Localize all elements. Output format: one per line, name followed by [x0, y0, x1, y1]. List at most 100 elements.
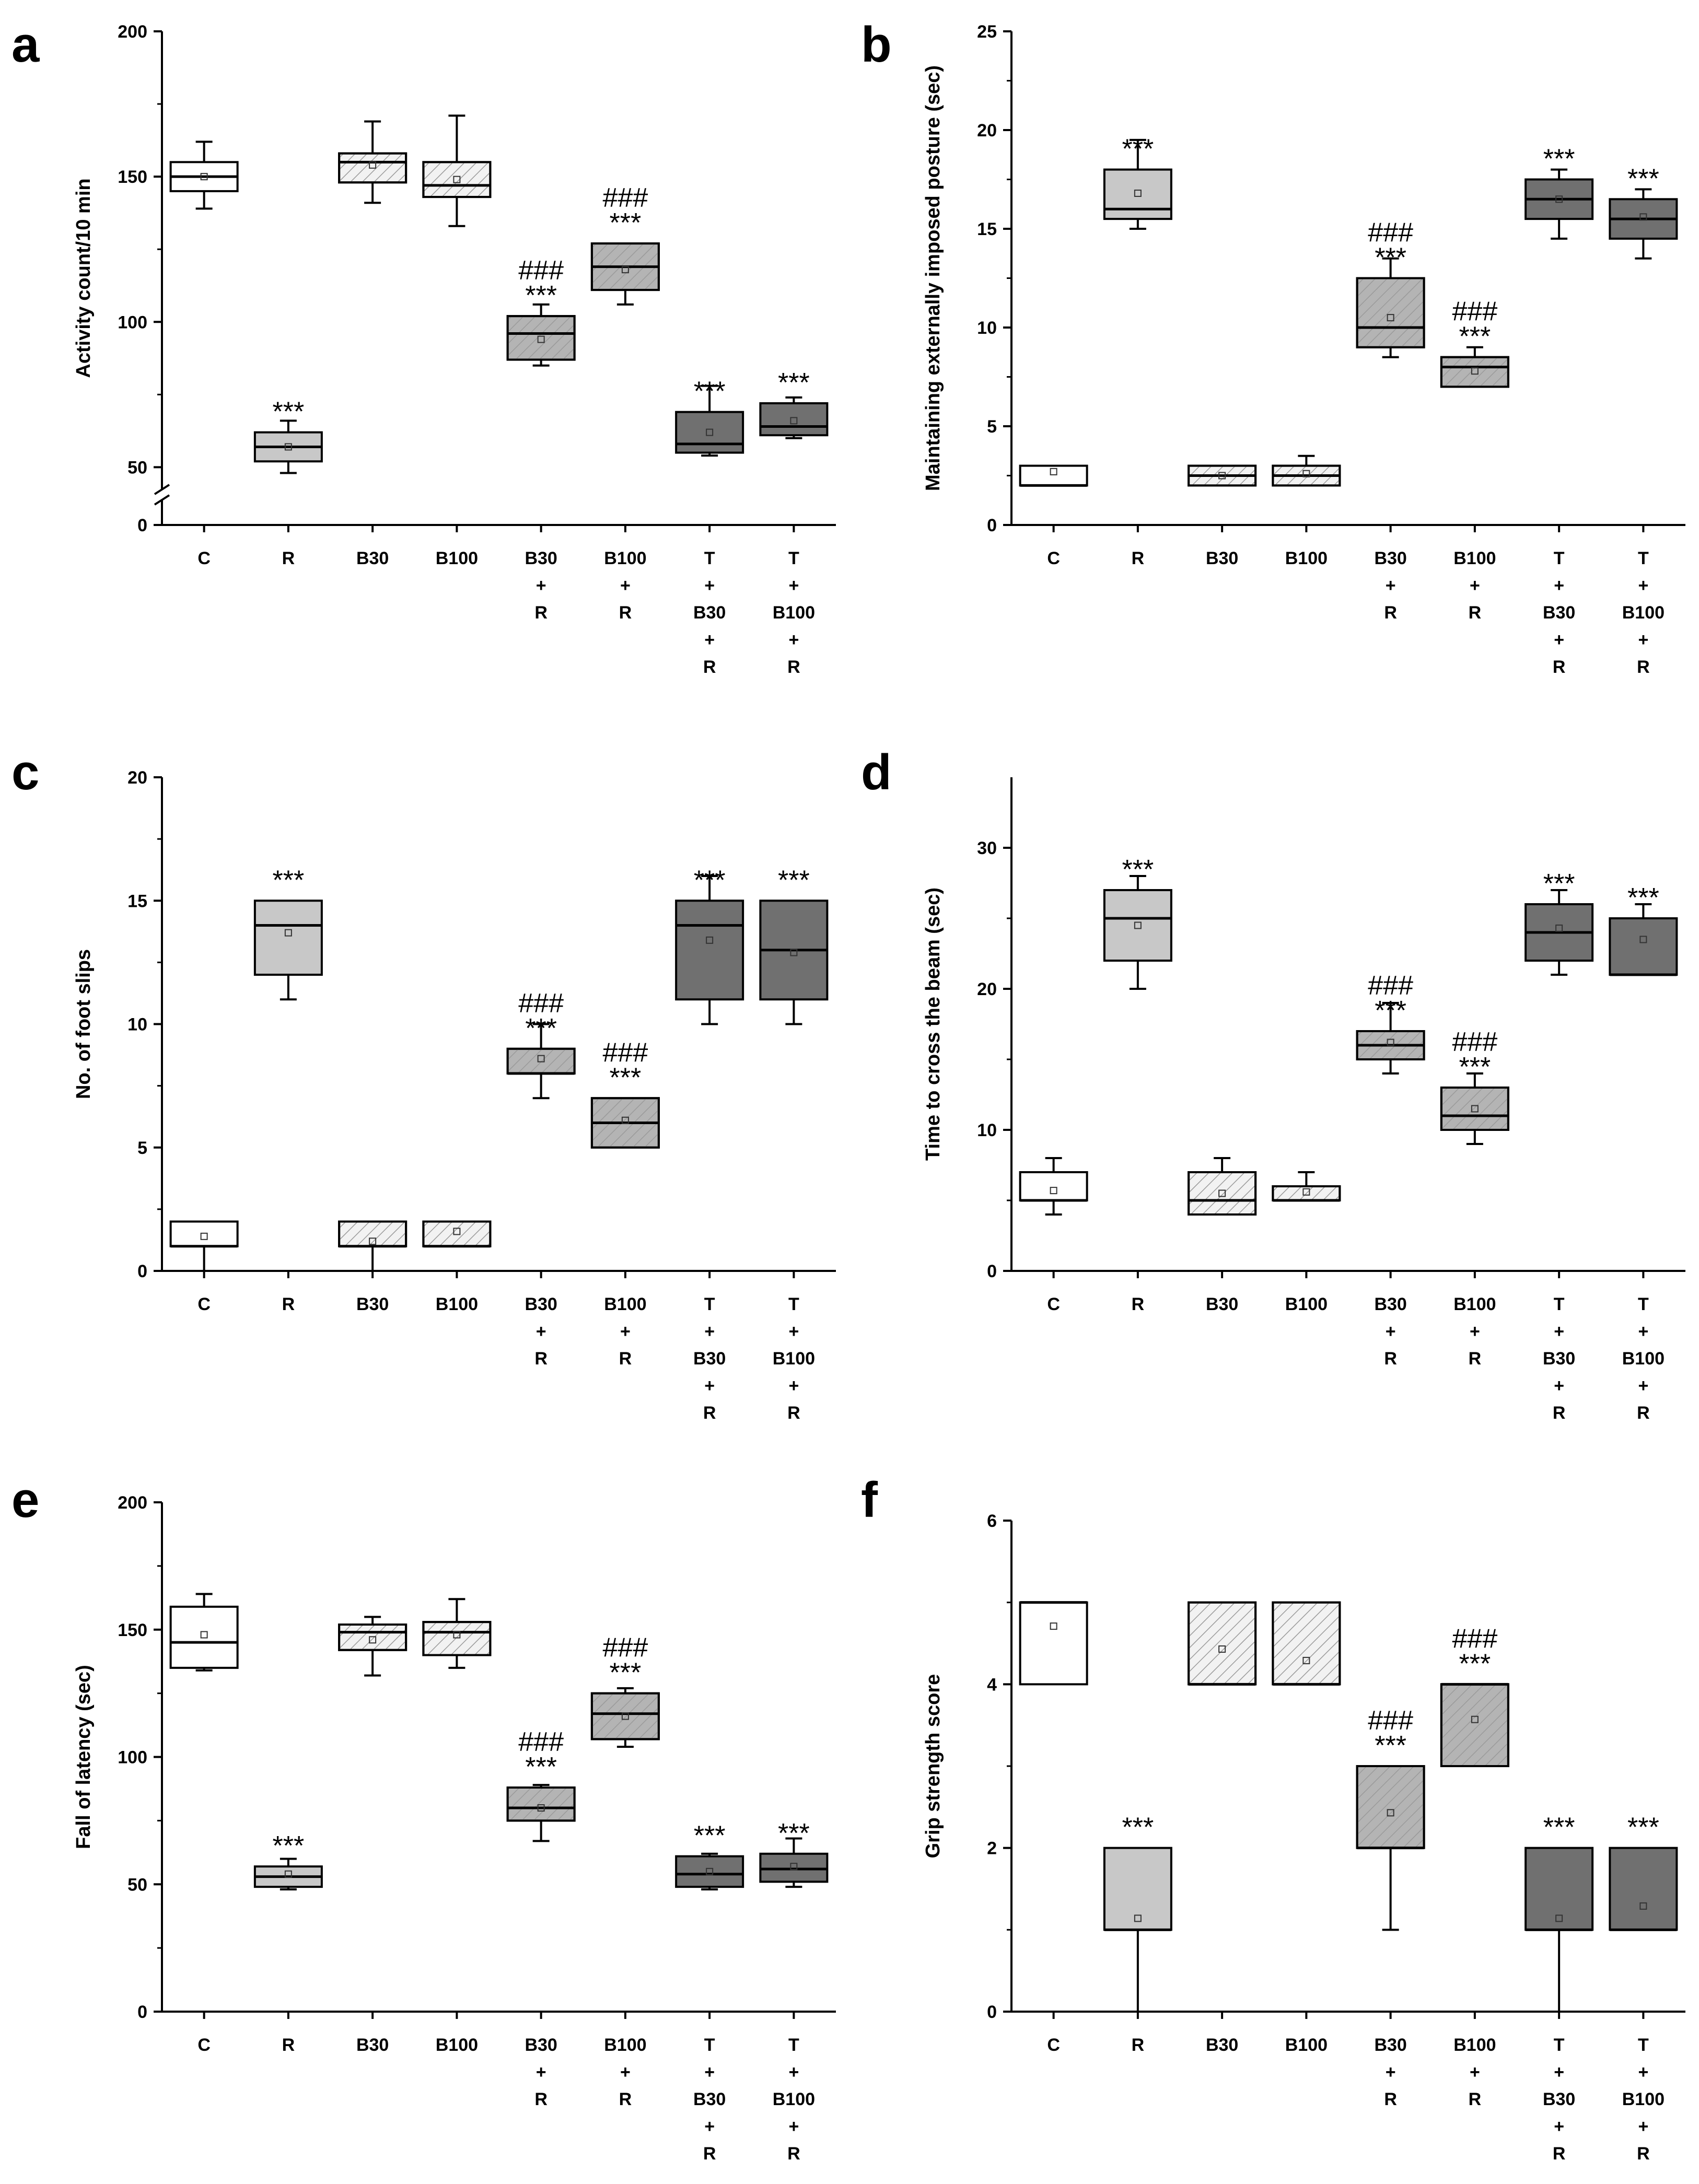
category-label-line: R: [1132, 1294, 1145, 1314]
mean-marker: [1302, 1656, 1310, 1664]
category-label: B100 + R: [604, 1294, 646, 1369]
mean-marker: [1471, 1105, 1479, 1113]
significance-label: ### ***: [518, 1727, 564, 1782]
significance-line: ***: [778, 865, 810, 895]
box-group: [1356, 1765, 1425, 1931]
category-label-line: R: [703, 2144, 716, 2164]
box-group: [1609, 1847, 1678, 1931]
category-label: B30: [356, 1294, 389, 1314]
box-group: [422, 1598, 492, 1669]
significance-label: ***: [273, 865, 305, 895]
category-label-line: B100: [1285, 548, 1328, 568]
category-label-line: B100: [1622, 603, 1665, 623]
box-body: [1103, 168, 1172, 220]
category-label-line: R: [1637, 1403, 1650, 1423]
significance-line: ###: [1368, 1706, 1413, 1736]
mean-marker: [1218, 1189, 1226, 1197]
category-label: B100: [436, 1294, 478, 1314]
box-body: [169, 1605, 239, 1669]
box-body: [1019, 1601, 1088, 1686]
box-group: [1609, 903, 1678, 976]
box-body: [1609, 1847, 1678, 1931]
box-group: [675, 1852, 744, 1890]
category-label: B100: [1285, 2035, 1328, 2055]
category-label: B100: [436, 2035, 478, 2055]
category-label-line: R: [534, 603, 548, 623]
category-label-line: +: [1638, 1322, 1648, 1341]
category-label-line: R: [787, 1403, 800, 1423]
box-group: [1272, 1171, 1341, 1202]
category-label-line: B100: [1622, 2089, 1665, 2109]
box-body: [675, 1855, 744, 1888]
mean-marker: [1050, 468, 1057, 475]
category-label-line: R: [1132, 2035, 1145, 2055]
y-tick-label: 0: [987, 2002, 997, 2022]
chart-e: e 0 50 100 150 200 Fall of latency (sec) C R *** B…: [11, 1472, 836, 2164]
box-body: [1019, 1171, 1088, 1201]
significance-line: ***: [1375, 243, 1406, 273]
category-label: T + B30 + R: [1543, 1294, 1575, 1423]
box-group: [422, 1220, 492, 1248]
category-label-line: T: [1638, 2035, 1649, 2055]
category-label-line: R: [619, 1349, 632, 1369]
y-axis-label: Time to cross the beam (sec): [922, 887, 944, 1161]
y-tick-label: 100: [118, 1748, 147, 1768]
mean-marker: [790, 949, 798, 956]
box-body: [169, 1220, 239, 1247]
category-label: T + B100 + R: [1622, 1294, 1665, 1423]
category-label-line: R: [1384, 603, 1397, 623]
mean-marker: [369, 1237, 377, 1245]
category-label-line: R: [534, 1349, 548, 1369]
category-label: T + B100 + R: [1622, 2035, 1665, 2164]
mean-marker: [706, 428, 714, 436]
significance-label: ***: [778, 1818, 810, 1849]
category-label-line: +: [704, 1376, 715, 1396]
category-label-line: B30: [1206, 2035, 1238, 2055]
significance-label: ***: [694, 377, 726, 407]
axis-break-mark: [154, 484, 170, 495]
panel-b: b 0 5 10 15 20 25 Maintaining externally impose…: [850, 0, 1699, 728]
significance-line: ***: [778, 1818, 810, 1849]
significance-line: ***: [610, 1062, 642, 1093]
category-label: B100: [1285, 1294, 1328, 1314]
y-axis-label: Fall of latency (sec): [73, 1665, 95, 1849]
mean-marker: [1050, 1187, 1057, 1195]
mean-marker: [284, 1870, 292, 1878]
significance-line: ###: [1452, 1624, 1497, 1654]
mean-marker: [706, 936, 714, 944]
category-label-line: B30: [525, 548, 557, 568]
box-group: [759, 900, 829, 1025]
category-label-line: B30: [356, 2035, 389, 2055]
mean-marker: [621, 266, 629, 274]
significance-label: ***: [1627, 163, 1659, 194]
category-label: B100: [1285, 548, 1328, 568]
box-body: [1103, 1847, 1172, 1931]
category-label: R: [282, 1294, 295, 1314]
box-hatch: [1188, 1171, 1257, 1216]
mean-marker: [200, 1232, 208, 1240]
box-group: [590, 1687, 660, 1748]
category-label-line: B30: [356, 548, 389, 568]
box-hatch: [1188, 1601, 1257, 1686]
mean-marker: [537, 1804, 545, 1812]
category-label-line: R: [1553, 1403, 1566, 1423]
box-group: [1019, 464, 1088, 487]
category-label-line: B100: [1453, 548, 1496, 568]
significance-label: ***: [273, 1831, 305, 1861]
mean-marker: [1134, 921, 1142, 929]
category-label-line: +: [536, 1322, 546, 1341]
chart-c: c 0 5 10 15 20 No. of foot slips C R *** B30 B100 B3…: [11, 744, 836, 1423]
mean-marker: [453, 1228, 461, 1235]
mean-marker: [200, 173, 208, 181]
category-label-line: T: [1554, 548, 1565, 568]
category-label: C: [1047, 548, 1060, 568]
category-label: B30 + R: [525, 2035, 557, 2109]
category-label-line: +: [788, 2062, 799, 2082]
category-label-line: +: [1386, 576, 1396, 595]
category-label: B30 + R: [1374, 1294, 1406, 1369]
category-label: T + B30 + R: [693, 1294, 726, 1423]
category-label-line: C: [197, 548, 211, 568]
y-tick-label: 10: [127, 1015, 147, 1035]
panel-e: e 0 50 100 150 200 Fall of latency (sec) C R *** B…: [0, 1455, 850, 2183]
category-label-line: +: [1638, 2062, 1648, 2082]
